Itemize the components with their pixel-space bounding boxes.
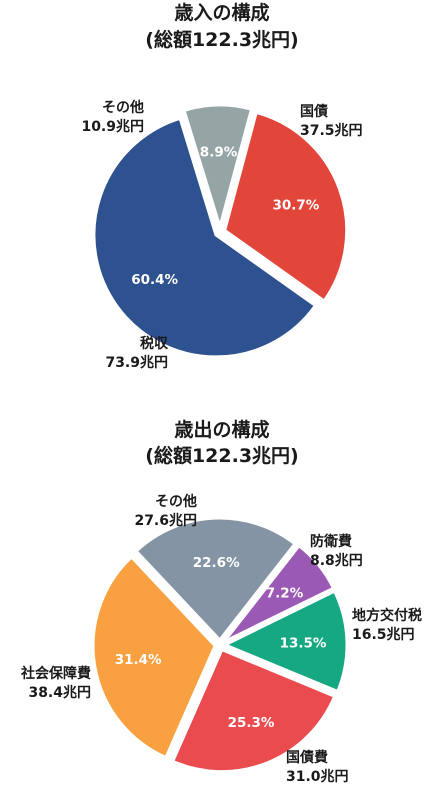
expenditure-value-chiho: 16.5兆円 xyxy=(352,627,415,643)
pie-percent-label: 22.6% xyxy=(193,555,240,571)
pie-percent-label: 30.7% xyxy=(272,198,319,214)
expenditure-label-chiho: 地方交付税 xyxy=(352,607,422,624)
pie-slice xyxy=(134,516,297,643)
expenditure-pie xyxy=(91,516,349,774)
revenue-percent-labels: 30.7% 60.4% 8.9% xyxy=(131,144,320,288)
expenditure-label-shakai: 社会保障費 xyxy=(20,665,91,682)
pie-percent-label: 7.2% xyxy=(266,586,304,602)
revenue-label-kokusai: 国債 xyxy=(300,103,328,120)
expenditure-label-kokusaihi: 国債費 xyxy=(286,749,328,766)
pie-slice xyxy=(222,543,336,644)
pie-percent-label: 8.9% xyxy=(200,144,238,160)
revenue-pie xyxy=(92,103,349,359)
revenue-subtitle: (総額122.3兆円) xyxy=(145,28,298,51)
pie-slice xyxy=(91,554,217,760)
revenue-label-other: その他 xyxy=(102,99,144,116)
expenditure-subtitle: (総額122.3兆円) xyxy=(145,444,298,467)
revenue-value-kokusai: 37.5兆円 xyxy=(300,123,363,139)
pie-percent-label: 31.4% xyxy=(115,652,162,668)
revenue-title: 歳入の構成 xyxy=(174,1,269,24)
pie-slice xyxy=(221,589,349,694)
expenditure-label-other: その他 xyxy=(155,493,197,510)
expenditure-value-kokusaihi: 31.0兆円 xyxy=(286,769,349,785)
pie-slice xyxy=(170,647,337,774)
pie-slice xyxy=(92,116,318,359)
pie-slice xyxy=(222,110,349,304)
revenue-value-zeishu: 73.9兆円 xyxy=(105,355,168,371)
revenue-label-zeishu: 税収 xyxy=(140,335,169,352)
pie-slice xyxy=(182,103,254,233)
pie-percent-label: 60.4% xyxy=(131,272,178,288)
expenditure-percent-labels: 7.2% 13.5% 25.3% 31.4% 22.6% xyxy=(115,555,327,731)
expenditure-value-shakai: 38.4兆円 xyxy=(28,685,91,701)
expenditure-value-other: 27.6兆円 xyxy=(134,513,197,529)
revenue-chart: 歳入の構成 (総額122.3兆円) 30.7% 60.4% 8.9% 国債 37.5… xyxy=(81,1,362,371)
expenditure-title: 歳出の構成 xyxy=(174,418,269,441)
pie-percent-label: 25.3% xyxy=(228,715,275,731)
expenditure-label-defense: 防衛費 xyxy=(310,533,352,550)
expenditure-value-defense: 8.8兆円 xyxy=(310,553,363,569)
pie-percent-label: 13.5% xyxy=(280,635,327,651)
expenditure-chart: 歳出の構成 (総額122.3兆円) 7.2% 13.5% 25.3% 31.4% 22.… xyxy=(20,418,422,785)
revenue-value-other: 10.9兆円 xyxy=(81,119,144,135)
